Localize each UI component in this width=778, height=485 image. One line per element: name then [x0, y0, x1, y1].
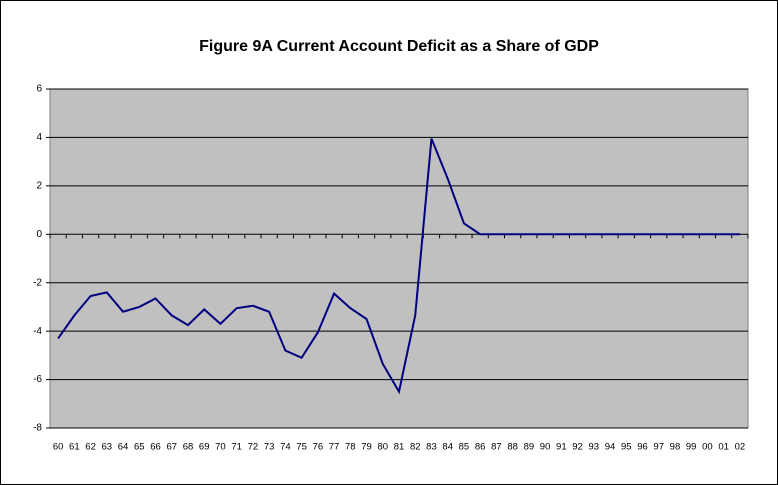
x-tick-label: 73: [264, 442, 275, 453]
x-tick-label: 81: [394, 442, 405, 453]
x-tick-label: 78: [345, 442, 356, 453]
x-tick-label: 76: [313, 442, 324, 453]
x-tick-label: 90: [540, 442, 551, 453]
plot-area: [49, 88, 749, 429]
x-tick-label: 64: [118, 442, 129, 453]
y-tick-label: 0: [36, 229, 42, 240]
x-tick-label: 87: [491, 442, 502, 453]
x-tick-label: 72: [248, 442, 259, 453]
x-tick-label: 66: [150, 442, 161, 453]
x-tick-label: 82: [410, 442, 421, 453]
data-line: [57, 138, 740, 395]
x-tick-label: 91: [556, 442, 567, 453]
x-tick-label: 71: [231, 442, 242, 453]
x-tick-label: 77: [329, 442, 340, 453]
x-tick-label: 62: [85, 442, 96, 453]
x-tick-label: 96: [637, 442, 648, 453]
x-tick-label: 02: [735, 442, 746, 453]
x-tick-label: 85: [459, 442, 470, 453]
x-tick-label: 95: [621, 442, 632, 453]
x-tick-label: 61: [69, 442, 80, 453]
x-tick-label: 80: [377, 442, 388, 453]
x-tick-label: 99: [686, 442, 697, 453]
x-tick-label: 70: [215, 442, 226, 453]
x-tick-label: 79: [361, 442, 372, 453]
x-tick-label: 83: [426, 442, 437, 453]
chart-title: Figure 9A Current Account Deficit as a S…: [199, 38, 599, 55]
x-tick-label: 65: [134, 442, 145, 453]
x-tick-label: 86: [475, 442, 486, 453]
y-tick-label: -8: [33, 423, 42, 434]
x-tick-label: 88: [507, 442, 518, 453]
x-tick-label: 92: [572, 442, 583, 453]
x-tick-label: 67: [166, 442, 177, 453]
y-tick-label: 2: [36, 180, 42, 191]
x-tick-label: 97: [653, 442, 664, 453]
x-tick-label: 63: [102, 442, 113, 453]
y-tick-label: 4: [36, 132, 42, 143]
y-tick-label: -2: [33, 277, 42, 288]
x-tick-label: 89: [524, 442, 535, 453]
y-tick-label: -6: [33, 374, 42, 385]
x-tick-label: 75: [296, 442, 307, 453]
y-tick-label: 6: [36, 84, 42, 95]
x-tick-label: 74: [280, 442, 291, 453]
x-tick-label: 60: [53, 442, 64, 453]
x-tick-label: 68: [183, 442, 194, 453]
y-tick-label: -4: [33, 326, 42, 337]
x-tick-label: 00: [702, 442, 713, 453]
x-tick-label: 93: [589, 442, 600, 453]
x-tick-label: 84: [442, 442, 453, 453]
x-tick-label: 98: [670, 442, 681, 453]
x-tick-label: 69: [199, 442, 210, 453]
x-tick-label: 94: [605, 442, 616, 453]
x-tick-label: 01: [718, 442, 729, 453]
